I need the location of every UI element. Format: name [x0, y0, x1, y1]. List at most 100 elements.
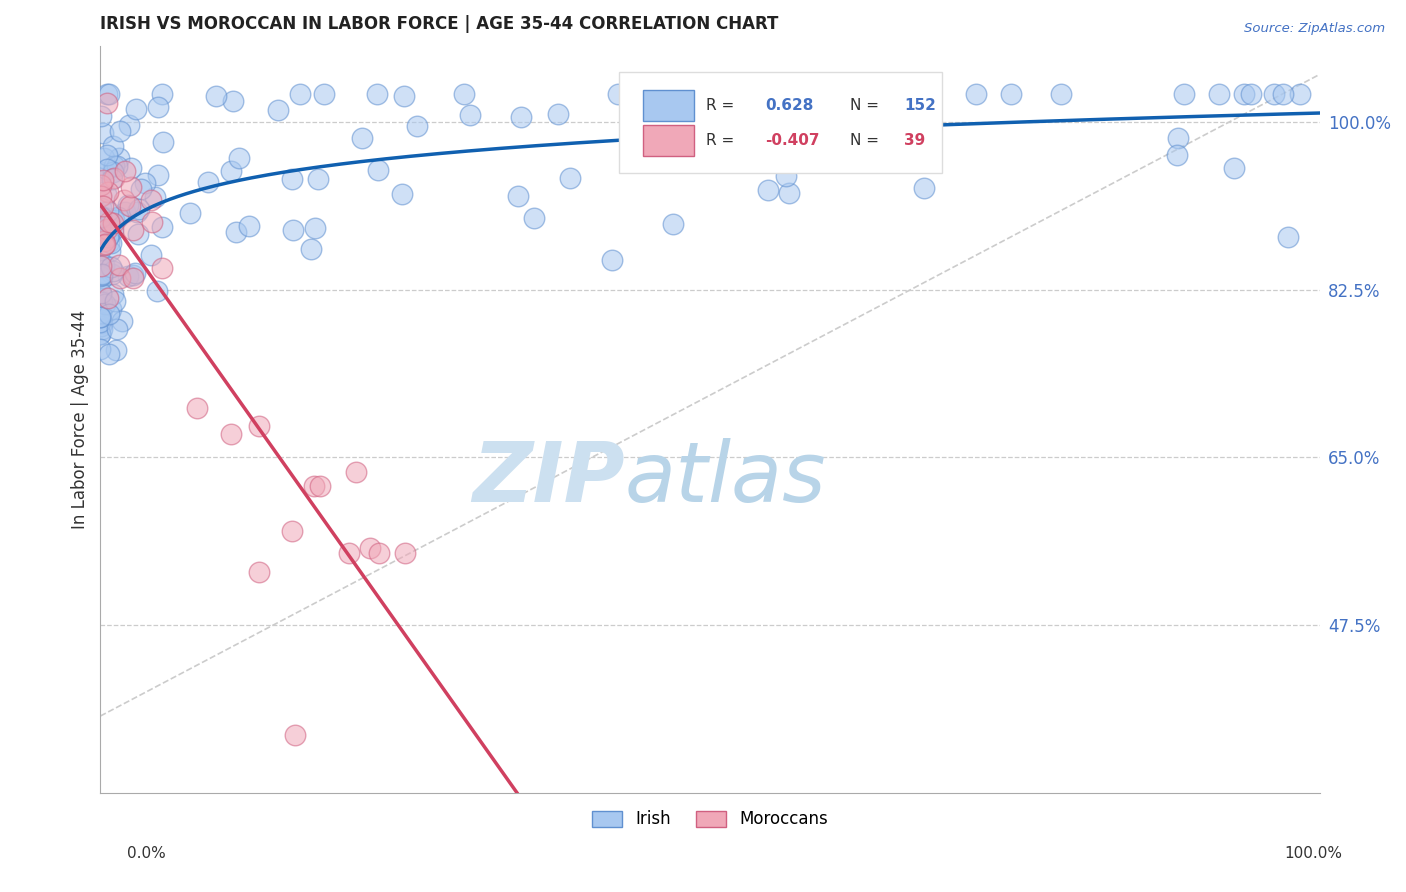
Point	[101, 216, 124, 230]
Point	[91, 259, 114, 273]
Text: R =: R =	[706, 133, 734, 148]
Point	[89, 310, 111, 324]
Point	[90, 286, 112, 301]
Point	[1263, 87, 1285, 101]
Point	[93, 151, 115, 165]
Point	[366, 87, 388, 101]
Point	[367, 162, 389, 177]
Point	[97, 235, 120, 249]
Point	[98, 307, 121, 321]
Point	[299, 242, 322, 256]
Point	[90, 322, 112, 336]
Text: 152: 152	[904, 98, 936, 113]
Text: atlas: atlas	[624, 439, 827, 519]
Point	[94, 236, 117, 251]
Point	[97, 204, 120, 219]
Point	[219, 426, 242, 441]
Point	[100, 302, 122, 317]
Text: 39: 39	[904, 133, 925, 148]
Point	[249, 419, 271, 434]
Point	[114, 205, 136, 219]
Point	[96, 161, 118, 176]
Point	[766, 98, 789, 112]
Point	[118, 118, 141, 132]
Point	[124, 102, 146, 116]
Point	[458, 108, 481, 122]
Point	[391, 186, 413, 201]
Text: -0.407: -0.407	[765, 133, 820, 148]
Point	[89, 219, 111, 233]
Point	[600, 253, 623, 268]
Point	[114, 193, 136, 207]
Point	[775, 169, 797, 183]
Point	[89, 315, 111, 329]
Point	[121, 268, 143, 283]
Point	[100, 267, 122, 281]
Point	[89, 326, 111, 341]
FancyBboxPatch shape	[643, 125, 695, 156]
Point	[661, 217, 683, 231]
Point	[238, 219, 260, 234]
Point	[621, 87, 644, 101]
Point	[91, 316, 114, 330]
Point	[145, 284, 167, 298]
Point	[204, 88, 226, 103]
Point	[406, 119, 429, 133]
Point	[104, 293, 127, 308]
Point	[91, 267, 114, 281]
Point	[98, 227, 121, 242]
Point	[101, 287, 124, 301]
Y-axis label: In Labor Force | Age 35-44: In Labor Force | Age 35-44	[72, 310, 89, 529]
Point	[90, 210, 112, 224]
Point	[89, 318, 111, 333]
Point	[267, 103, 290, 118]
Point	[523, 211, 546, 225]
Point	[148, 168, 170, 182]
Point	[756, 183, 779, 197]
Point	[337, 546, 360, 560]
Point	[1272, 87, 1295, 101]
Point	[779, 186, 801, 201]
Point	[107, 211, 129, 225]
Point	[103, 263, 125, 277]
Text: R =: R =	[706, 98, 734, 113]
Point	[96, 222, 118, 236]
Point	[110, 271, 132, 285]
Point	[108, 151, 131, 165]
Point	[307, 172, 329, 186]
Point	[143, 189, 166, 203]
Point	[100, 236, 122, 251]
Point	[394, 89, 416, 103]
Point	[90, 260, 112, 275]
Text: N =: N =	[851, 133, 879, 148]
Point	[91, 126, 114, 140]
Point	[89, 310, 111, 324]
Point	[179, 206, 201, 220]
Point	[103, 159, 125, 173]
Point	[150, 261, 173, 276]
Point	[97, 211, 120, 225]
FancyBboxPatch shape	[619, 72, 942, 173]
Point	[359, 541, 381, 556]
Point	[314, 87, 336, 101]
Text: N =: N =	[851, 98, 879, 113]
Point	[877, 120, 900, 135]
Point	[1222, 161, 1244, 176]
Point	[103, 213, 125, 227]
Point	[96, 87, 118, 101]
Point	[768, 140, 790, 154]
Point	[90, 268, 112, 282]
Point	[93, 173, 115, 187]
Point	[93, 258, 115, 272]
Point	[90, 285, 112, 300]
Point	[100, 216, 122, 230]
Point	[117, 269, 139, 284]
Point	[97, 87, 120, 101]
Point	[127, 227, 149, 241]
Point	[139, 248, 162, 262]
Point	[121, 223, 143, 237]
Point	[90, 306, 112, 320]
Point	[1232, 87, 1254, 101]
Text: 100.0%: 100.0%	[1285, 846, 1343, 861]
Point	[912, 181, 935, 195]
